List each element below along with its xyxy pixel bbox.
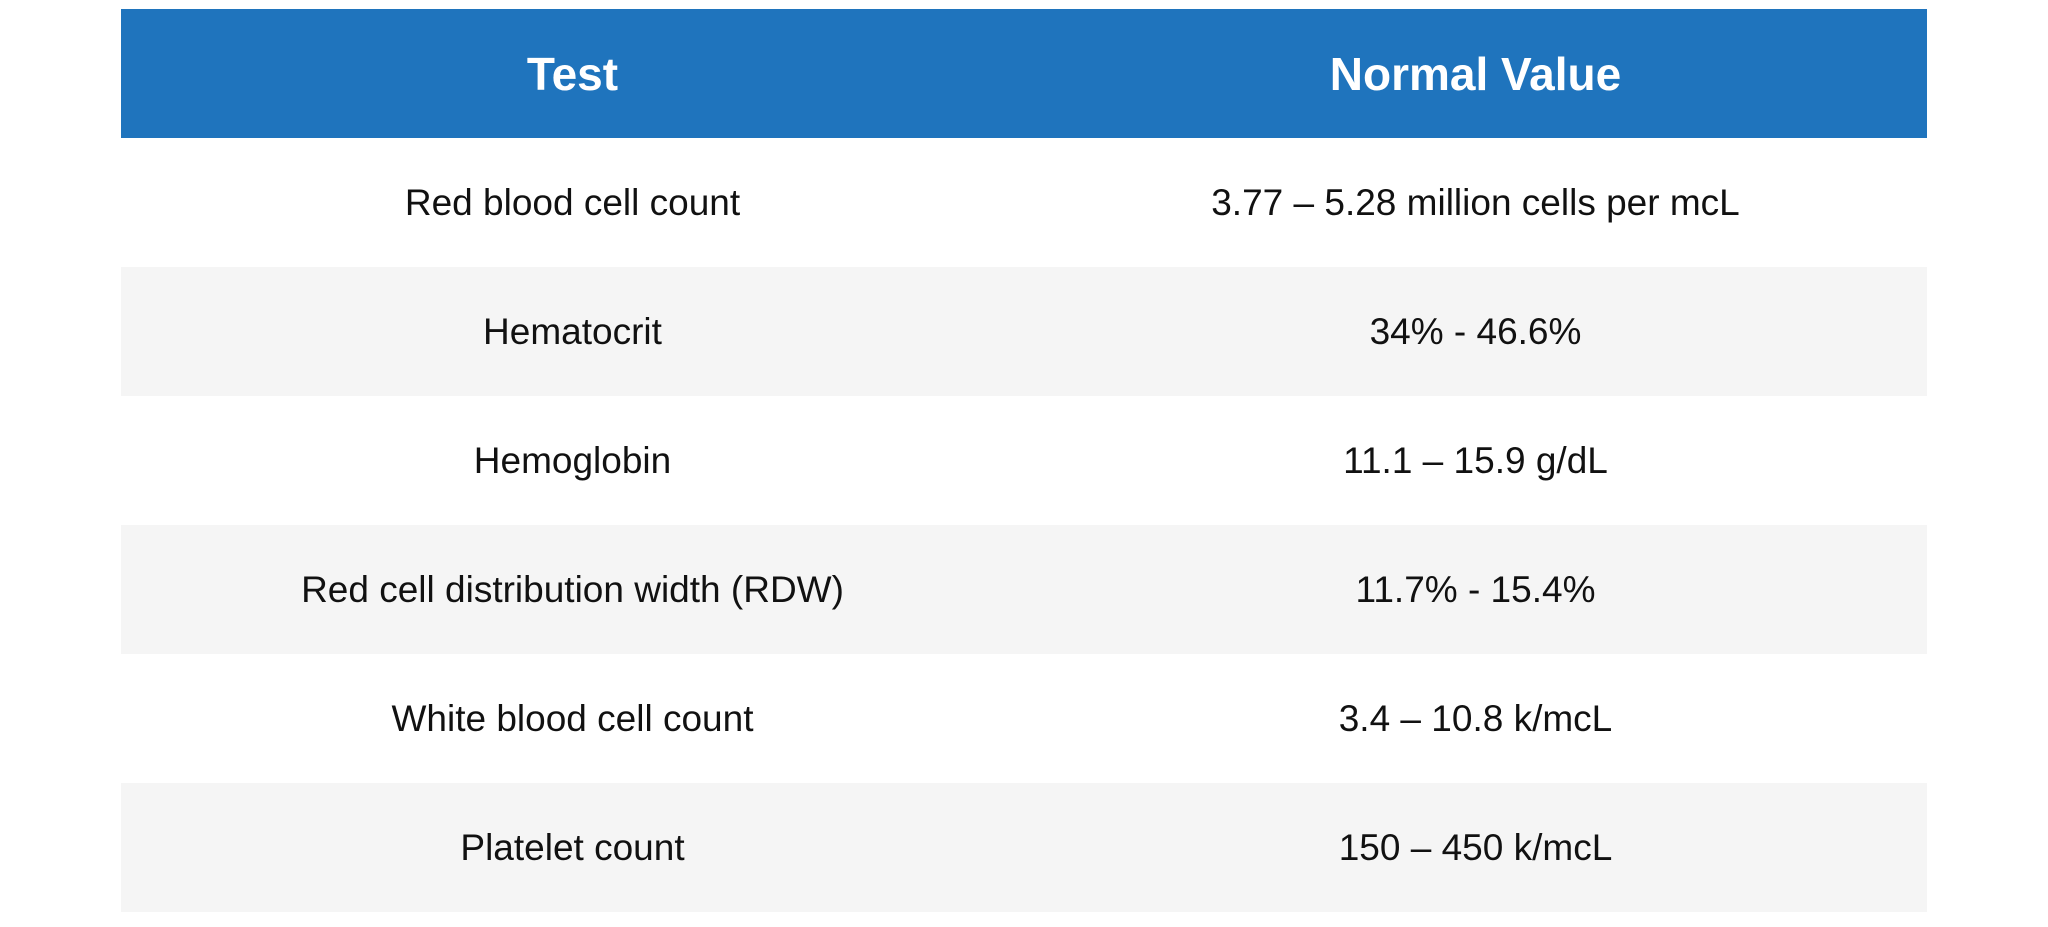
header-row: Test Normal Value <box>121 9 1927 138</box>
normal-value-cell: 3.4 – 10.8 k/mcL <box>1024 654 1927 783</box>
table-row: Hemoglobin 11.1 – 15.9 g/dL <box>121 396 1927 525</box>
column-header-normal-value: Normal Value <box>1024 9 1927 138</box>
test-name-cell: White blood cell count <box>121 654 1024 783</box>
table-body: Red blood cell count 3.77 – 5.28 million… <box>121 138 1927 912</box>
test-name-cell: Hemoglobin <box>121 396 1024 525</box>
test-name-cell: Hematocrit <box>121 267 1024 396</box>
normal-value-cell: 11.1 – 15.9 g/dL <box>1024 396 1927 525</box>
test-name-cell: Platelet count <box>121 783 1024 912</box>
test-name-cell: Red blood cell count <box>121 138 1024 267</box>
table-row: Hematocrit 34% - 46.6% <box>121 267 1927 396</box>
column-header-test: Test <box>121 9 1024 138</box>
table-row: Red blood cell count 3.77 – 5.28 million… <box>121 138 1927 267</box>
normal-value-cell: 34% - 46.6% <box>1024 267 1927 396</box>
normal-values-table: Test Normal Value Red blood cell count 3… <box>121 9 1927 912</box>
table-row: Platelet count 150 – 450 k/mcL <box>121 783 1927 912</box>
normal-value-cell: 150 – 450 k/mcL <box>1024 783 1927 912</box>
table-row: Red cell distribution width (RDW) 11.7% … <box>121 525 1927 654</box>
table-row: White blood cell count 3.4 – 10.8 k/mcL <box>121 654 1927 783</box>
test-name-cell: Red cell distribution width (RDW) <box>121 525 1024 654</box>
table-header: Test Normal Value <box>121 9 1927 138</box>
normal-value-cell: 3.77 – 5.28 million cells per mcL <box>1024 138 1927 267</box>
normal-value-cell: 11.7% - 15.4% <box>1024 525 1927 654</box>
